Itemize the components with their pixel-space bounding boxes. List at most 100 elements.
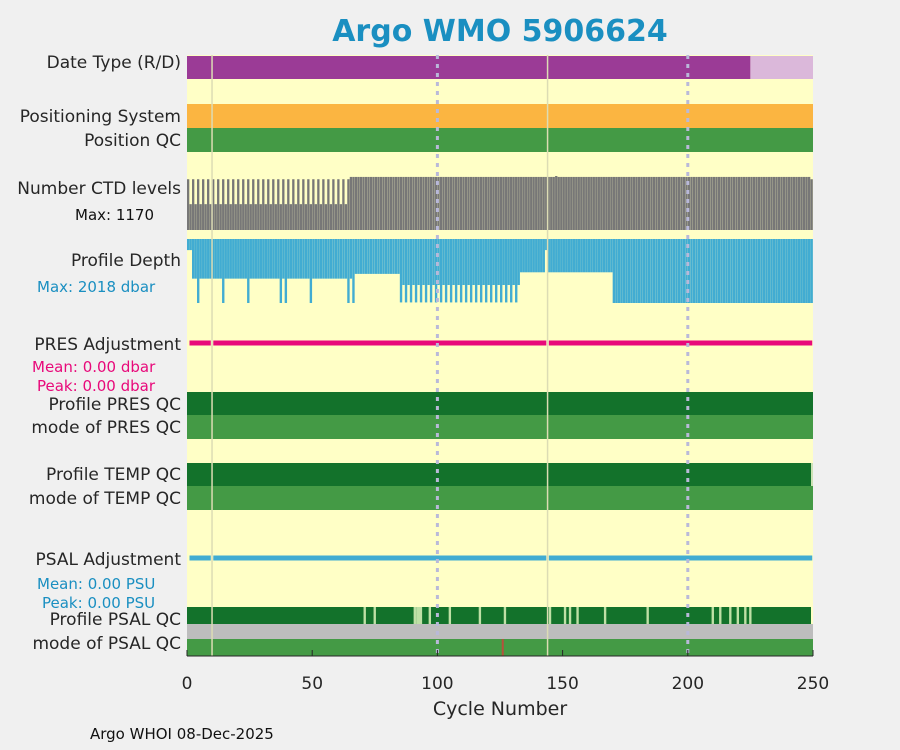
profile-depth-bar (697, 239, 701, 303)
profile-depth-bar (570, 239, 573, 273)
profile-depth-bar (742, 239, 746, 303)
x-tick-label: 0 (182, 674, 193, 694)
ctd-levels-bar (680, 176, 683, 230)
ctd-levels-bar (239, 204, 242, 230)
ctd-levels-bar (382, 176, 385, 230)
profile-depth-bar (302, 239, 305, 279)
profile-depth-bar (727, 239, 731, 303)
ctd-levels-bar (580, 176, 583, 230)
ctd-levels-bar (439, 176, 443, 230)
ctd-levels-bar (312, 179, 315, 230)
profile-depth-bar (414, 239, 418, 303)
profile-depth-bar (429, 239, 433, 303)
ctd-levels-bar (627, 176, 631, 230)
psal-qc-gap (503, 607, 507, 624)
ctd-levels-bar (397, 176, 400, 230)
profile-depth-bar (239, 239, 242, 279)
profile-depth-bar (532, 239, 535, 273)
ctd-levels-bar (482, 176, 485, 230)
profile-psal-qc-bar (187, 607, 811, 624)
ctd-levels-bar (324, 204, 328, 230)
ctd-levels-bar (274, 204, 277, 230)
profile-depth-bar (344, 239, 348, 279)
profile-depth-bar (520, 239, 523, 273)
profile-depth-bar (304, 239, 308, 279)
ctd-levels-bar (727, 176, 731, 230)
ctd-levels-bar (655, 176, 658, 230)
ctd-levels-bar (457, 176, 460, 230)
ctd-levels-bar (294, 204, 297, 230)
profile-depth-bar (462, 239, 465, 285)
ctd-levels-bar (790, 176, 793, 230)
ctd-levels-bar (587, 176, 590, 230)
ctd-levels-bar (267, 179, 270, 230)
ctd-levels-bar (662, 176, 666, 230)
ctd-levels-bar (752, 176, 756, 230)
profile-depth-bar (755, 239, 758, 303)
ctd-levels-bar (209, 204, 212, 230)
profile-depth-bar (394, 239, 398, 274)
profile-depth-bar (272, 239, 275, 279)
profile-depth-bar (527, 239, 530, 273)
ctd-levels-bar (657, 176, 661, 230)
row-label-mode-psal-qc: mode of PSAL QC (32, 634, 181, 654)
ctd-levels-bar (625, 176, 628, 230)
profile-depth-bar (777, 239, 781, 303)
ctd-levels-bar (462, 176, 465, 230)
profile-depth-bar (452, 239, 455, 285)
profile-depth-bar (307, 239, 310, 279)
ctd-levels-bar (775, 176, 778, 230)
profile-depth-bar (379, 239, 383, 274)
ctd-levels-bar (447, 176, 450, 230)
ctd-levels-bar (730, 176, 733, 230)
profile-depth-bar (204, 239, 207, 279)
ctd-levels-bar (297, 179, 300, 230)
ctd-levels-bar (665, 176, 668, 230)
profile-depth-bar (377, 239, 380, 274)
ctd-levels-bar (304, 204, 307, 230)
ctd-levels-bar (302, 179, 305, 230)
profile-depth-bar (765, 239, 768, 303)
ctd-levels-bar (392, 176, 395, 230)
psal-qc-gap (418, 607, 423, 624)
profile-depth-bar (484, 239, 488, 303)
profile-depth-bar (207, 239, 210, 279)
ctd-levels-bar (527, 176, 530, 230)
ctd-levels-bar (555, 176, 558, 230)
ctd-levels-bar (394, 176, 398, 230)
profile-depth-bar (752, 239, 756, 303)
profile-depth-bar (772, 239, 776, 303)
ctd-levels-bar (464, 176, 468, 230)
profile-depth-bar (652, 239, 656, 303)
ctd-levels-bar (254, 204, 257, 230)
ctd-levels-bar (647, 176, 651, 230)
ctd-levels-bar (525, 176, 528, 230)
ctd-levels-bar (542, 176, 545, 230)
ctd-levels-bar (259, 204, 262, 230)
profile-depth-bar (632, 239, 636, 303)
psal-qc-gap (416, 607, 420, 624)
profile-depth-bar (479, 239, 483, 303)
psal-qc-gap (373, 607, 376, 624)
psal-qc-gap (719, 607, 722, 624)
ctd-levels-bar (319, 204, 323, 230)
row-label-profile-temp-qc: Profile TEMP QC (46, 465, 181, 485)
ctd-levels-bar (630, 176, 633, 230)
ctd-levels-bar (357, 176, 360, 230)
ctd-levels-bar (512, 176, 515, 230)
ctd-levels-bar (494, 176, 498, 230)
profile-depth-bar (710, 239, 713, 303)
ctd-levels-bar (552, 176, 555, 230)
profile-depth-bar (369, 239, 373, 274)
ctd-levels-bar (237, 179, 240, 230)
ctd-levels-bar (404, 176, 408, 230)
x-axis-label: Cycle Number (432, 698, 568, 720)
ctd-levels-bar (407, 176, 410, 230)
profile-depth-bar (282, 239, 285, 279)
ctd-levels-bar (545, 176, 548, 230)
psal-qc-gap (548, 607, 552, 624)
profile-depth-bar (540, 239, 543, 273)
ctd-levels-bar (755, 176, 758, 230)
profile-depth-bar (349, 239, 353, 279)
ctd-levels-bar (507, 176, 510, 230)
